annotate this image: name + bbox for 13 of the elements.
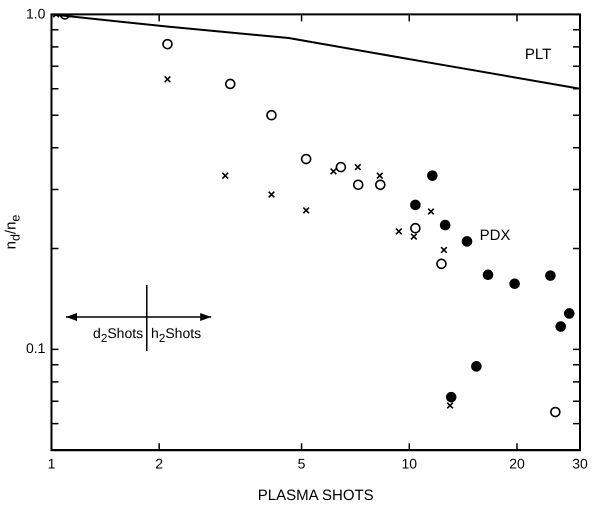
y-tick-label: 0.1 bbox=[26, 340, 46, 356]
x-tick-label: 5 bbox=[298, 455, 306, 472]
x-tick-label: 1 bbox=[48, 455, 56, 472]
y-tick-label: 1.0 bbox=[26, 5, 46, 22]
x-tick-label: 10 bbox=[401, 455, 418, 472]
annotation: h$_{2}$Shots bbox=[151, 324, 202, 345]
x-axis-title: PLASMA SHOTS bbox=[258, 487, 374, 504]
annotation: d$_{2}$Shots bbox=[93, 324, 144, 345]
x-tick-label: 20 bbox=[509, 455, 525, 472]
x-tick-label: 2 bbox=[155, 455, 164, 472]
legend-label: PLT bbox=[524, 46, 552, 64]
x-tick-label: 30 bbox=[572, 455, 588, 472]
annotation: PDX bbox=[480, 226, 510, 244]
